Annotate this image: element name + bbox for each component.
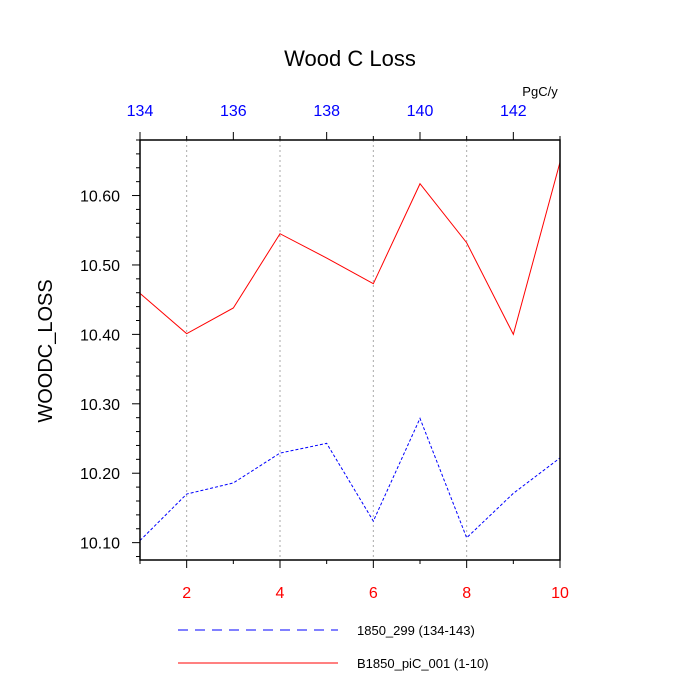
x-tick-label: 8 — [462, 585, 471, 602]
x-tick-label: 10 — [551, 585, 569, 602]
tick-labels: 2 4 6 8 10 134 136 138 140 142 10.10 10.20 10.30 10.4… — [80, 103, 569, 602]
top-tick-label: 138 — [313, 103, 340, 120]
grid-lines — [186, 140, 468, 560]
series-line-1 — [139, 417, 561, 541]
chart-title: Wood C Loss — [284, 46, 416, 71]
y-axis-label: WOODC_LOSS — [35, 279, 57, 422]
series-lines — [139, 162, 561, 541]
y-tick-label: 10.30 — [80, 397, 120, 414]
series-line-2 — [139, 162, 561, 336]
x-tick-label: 6 — [369, 585, 378, 602]
legend: 1850_299 (134-143) B1850_piC_001 (1-10) — [178, 623, 489, 671]
x-tick-label: 2 — [182, 585, 191, 602]
top-tick-label: 140 — [407, 103, 434, 120]
x-tick-label: 4 — [276, 585, 285, 602]
plot-frame — [139, 139, 561, 561]
y-tick-label: 10.50 — [80, 258, 120, 275]
axis-ticks — [132, 132, 561, 568]
y-tick-label: 10.10 — [80, 536, 120, 553]
y-tick-label: 10.20 — [80, 466, 120, 483]
units-label: PgC/y — [522, 84, 558, 99]
y-tick-label: 10.40 — [80, 327, 120, 344]
legend-label-1: 1850_299 (134-143) — [357, 623, 475, 638]
plot-border — [139, 139, 561, 561]
y-tick-label: 10.60 — [80, 189, 120, 206]
top-tick-label: 142 — [500, 103, 527, 120]
top-tick-label: 134 — [127, 103, 154, 120]
legend-label-2: B1850_piC_001 (1-10) — [357, 656, 489, 671]
top-tick-label: 136 — [220, 103, 247, 120]
